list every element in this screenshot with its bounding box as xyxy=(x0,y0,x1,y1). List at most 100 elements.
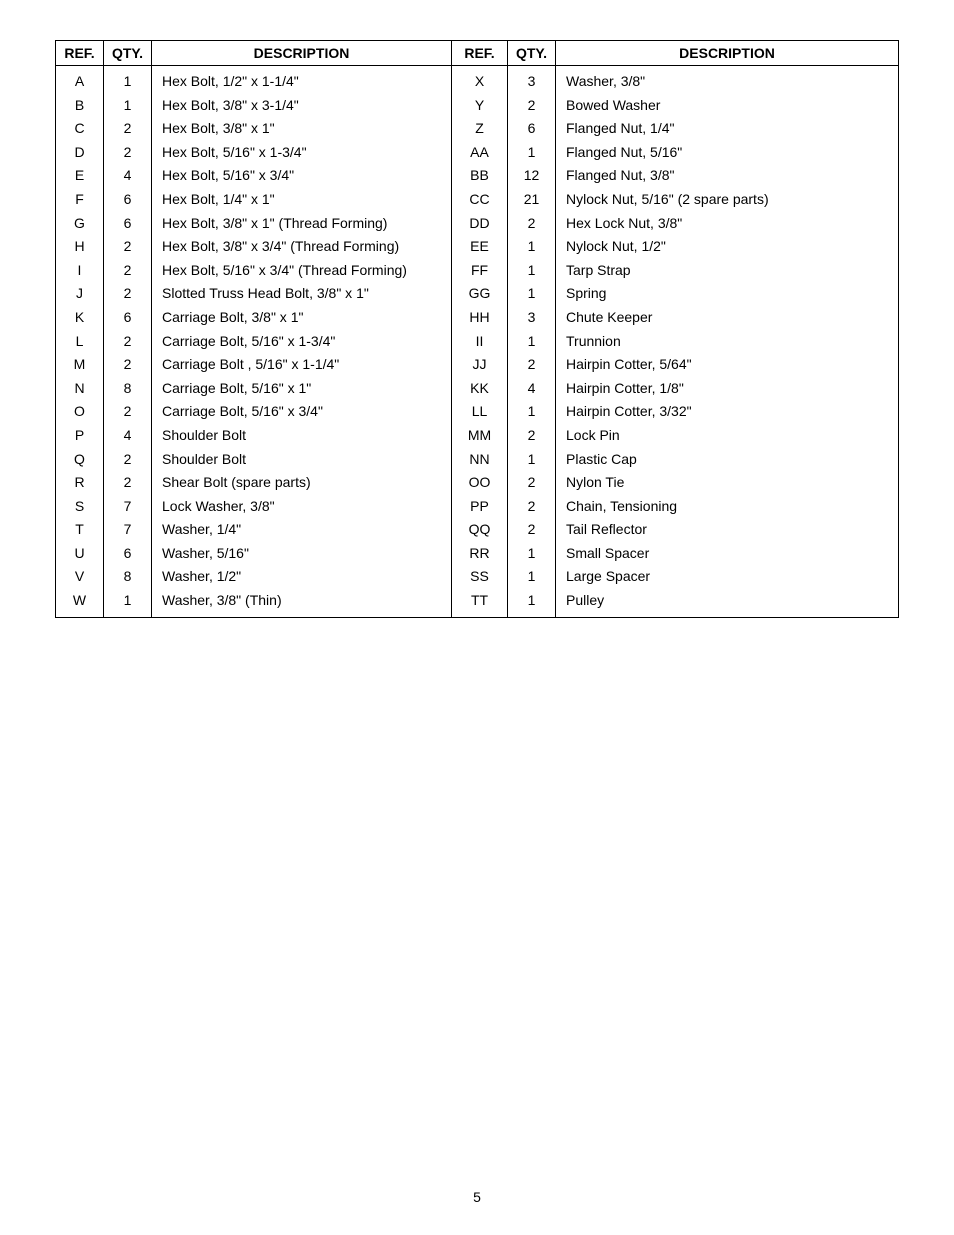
cell-ref: II xyxy=(452,330,508,354)
table-row: O2Carriage Bolt, 5/16" x 3/4"LL1Hairpin … xyxy=(56,400,899,424)
cell-desc: Nylock Nut, 1/2" xyxy=(556,235,899,259)
cell-desc: Washer, 3/8" (Thin) xyxy=(152,589,452,617)
cell-desc: Bowed Washer xyxy=(556,94,899,118)
cell-ref: Q xyxy=(56,448,104,472)
cell-qty: 2 xyxy=(508,518,556,542)
cell-ref: R xyxy=(56,471,104,495)
cell-qty: 6 xyxy=(104,542,152,566)
parts-list-table: REF. QTY. DESCRIPTION REF. QTY. DESCRIPT… xyxy=(55,40,899,618)
cell-qty: 3 xyxy=(508,306,556,330)
cell-desc: Carriage Bolt, 5/16" x 1" xyxy=(152,377,452,401)
cell-qty: 2 xyxy=(508,424,556,448)
table-row: M2Carriage Bolt , 5/16" x 1-1/4"JJ2Hairp… xyxy=(56,353,899,377)
cell-ref: RR xyxy=(452,542,508,566)
cell-ref: M xyxy=(56,353,104,377)
cell-ref: S xyxy=(56,495,104,519)
cell-desc: Spring xyxy=(556,282,899,306)
cell-desc: Hex Bolt, 3/8" x 1" xyxy=(152,117,452,141)
cell-ref: L xyxy=(56,330,104,354)
cell-ref: J xyxy=(56,282,104,306)
cell-qty: 7 xyxy=(104,518,152,542)
cell-desc: Slotted Truss Head Bolt, 3/8" x 1" xyxy=(152,282,452,306)
cell-ref: P xyxy=(56,424,104,448)
cell-desc: Small Spacer xyxy=(556,542,899,566)
cell-desc: Hex Bolt, 5/16" x 1-3/4" xyxy=(152,141,452,165)
page-number: 5 xyxy=(0,1189,954,1205)
table-row: C2Hex Bolt, 3/8" x 1"Z6Flanged Nut, 1/4" xyxy=(56,117,899,141)
cell-qty: 2 xyxy=(104,400,152,424)
cell-ref: LL xyxy=(452,400,508,424)
cell-qty: 6 xyxy=(104,306,152,330)
cell-qty: 2 xyxy=(508,495,556,519)
cell-qty: 6 xyxy=(104,212,152,236)
cell-qty: 1 xyxy=(508,542,556,566)
cell-ref: X xyxy=(452,66,508,94)
table-row: U6Washer, 5/16"RR1Small Spacer xyxy=(56,542,899,566)
table-row: E4Hex Bolt, 5/16" x 3/4"BB12Flanged Nut,… xyxy=(56,164,899,188)
cell-ref: AA xyxy=(452,141,508,165)
table-header-row: REF. QTY. DESCRIPTION REF. QTY. DESCRIPT… xyxy=(56,41,899,66)
header-desc-right: DESCRIPTION xyxy=(556,41,899,66)
cell-ref: SS xyxy=(452,565,508,589)
cell-ref: D xyxy=(56,141,104,165)
cell-qty: 2 xyxy=(104,259,152,283)
cell-desc: Chute Keeper xyxy=(556,306,899,330)
cell-qty: 2 xyxy=(104,141,152,165)
cell-desc: Shoulder Bolt xyxy=(152,424,452,448)
cell-ref: BB xyxy=(452,164,508,188)
cell-desc: Washer, 1/4" xyxy=(152,518,452,542)
cell-qty: 8 xyxy=(104,377,152,401)
cell-qty: 4 xyxy=(104,164,152,188)
cell-desc: Tail Reflector xyxy=(556,518,899,542)
cell-ref: F xyxy=(56,188,104,212)
cell-desc: Hairpin Cotter, 3/32" xyxy=(556,400,899,424)
table-row: L2Carriage Bolt, 5/16" x 1-3/4"II1Trunni… xyxy=(56,330,899,354)
cell-desc: Hex Lock Nut, 3/8" xyxy=(556,212,899,236)
cell-desc: Shear Bolt (spare parts) xyxy=(152,471,452,495)
cell-qty: 1 xyxy=(508,400,556,424)
cell-ref: OO xyxy=(452,471,508,495)
cell-desc: Plastic Cap xyxy=(556,448,899,472)
cell-ref: H xyxy=(56,235,104,259)
cell-qty: 1 xyxy=(508,235,556,259)
cell-qty: 2 xyxy=(104,448,152,472)
cell-desc: Carriage Bolt , 5/16" x 1-1/4" xyxy=(152,353,452,377)
cell-desc: Flanged Nut, 3/8" xyxy=(556,164,899,188)
table-row: G6Hex Bolt, 3/8" x 1" (Thread Forming)DD… xyxy=(56,212,899,236)
cell-ref: FF xyxy=(452,259,508,283)
cell-qty: 1 xyxy=(508,589,556,617)
table-row: I2Hex Bolt, 5/16" x 3/4" (Thread Forming… xyxy=(56,259,899,283)
cell-desc: Flanged Nut, 1/4" xyxy=(556,117,899,141)
cell-qty: 2 xyxy=(508,94,556,118)
cell-ref: V xyxy=(56,565,104,589)
table-row: J2Slotted Truss Head Bolt, 3/8" x 1"GG1S… xyxy=(56,282,899,306)
cell-qty: 2 xyxy=(508,353,556,377)
cell-qty: 1 xyxy=(508,259,556,283)
cell-qty: 6 xyxy=(508,117,556,141)
cell-ref: Y xyxy=(452,94,508,118)
cell-qty: 7 xyxy=(104,495,152,519)
cell-desc: Hex Bolt, 1/4" x 1" xyxy=(152,188,452,212)
cell-ref: DD xyxy=(452,212,508,236)
cell-ref: A xyxy=(56,66,104,94)
table-row: N8Carriage Bolt, 5/16" x 1"KK4Hairpin Co… xyxy=(56,377,899,401)
cell-ref: Z xyxy=(452,117,508,141)
cell-qty: 6 xyxy=(104,188,152,212)
cell-ref: GG xyxy=(452,282,508,306)
cell-qty: 12 xyxy=(508,164,556,188)
cell-desc: Pulley xyxy=(556,589,899,617)
cell-qty: 2 xyxy=(104,282,152,306)
table-row: D2Hex Bolt, 5/16" x 1-3/4"AA1Flanged Nut… xyxy=(56,141,899,165)
cell-qty: 1 xyxy=(104,589,152,617)
cell-ref: E xyxy=(56,164,104,188)
table-row: W1Washer, 3/8" (Thin)TT1Pulley xyxy=(56,589,899,617)
cell-ref: EE xyxy=(452,235,508,259)
cell-qty: 1 xyxy=(104,66,152,94)
cell-desc: Washer, 1/2" xyxy=(152,565,452,589)
cell-desc: Hex Bolt, 3/8" x 3/4" (Thread Forming) xyxy=(152,235,452,259)
cell-qty: 1 xyxy=(508,282,556,306)
cell-desc: Hex Bolt, 5/16" x 3/4" xyxy=(152,164,452,188)
cell-desc: Shoulder Bolt xyxy=(152,448,452,472)
cell-ref: C xyxy=(56,117,104,141)
table-row: P4Shoulder BoltMM2Lock Pin xyxy=(56,424,899,448)
